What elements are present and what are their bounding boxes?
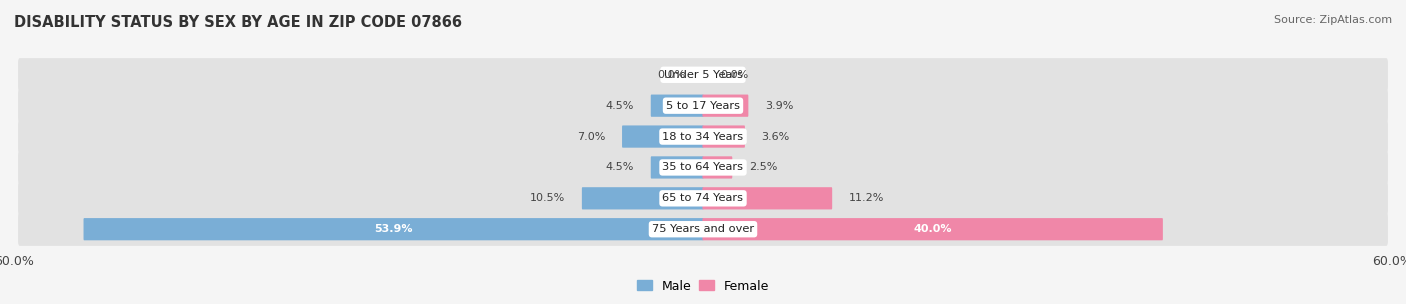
FancyBboxPatch shape — [703, 187, 832, 209]
FancyBboxPatch shape — [703, 156, 733, 178]
FancyBboxPatch shape — [651, 95, 703, 117]
Text: 10.5%: 10.5% — [530, 193, 565, 203]
Text: 2.5%: 2.5% — [749, 162, 778, 172]
Text: 11.2%: 11.2% — [849, 193, 884, 203]
FancyBboxPatch shape — [18, 212, 1388, 246]
Text: 75 Years and over: 75 Years and over — [652, 224, 754, 234]
Text: 53.9%: 53.9% — [374, 224, 413, 234]
Text: Source: ZipAtlas.com: Source: ZipAtlas.com — [1274, 15, 1392, 25]
Legend: Male, Female: Male, Female — [631, 275, 775, 298]
Text: 40.0%: 40.0% — [914, 224, 952, 234]
FancyBboxPatch shape — [582, 187, 703, 209]
Text: 0.0%: 0.0% — [658, 70, 686, 80]
Text: 18 to 34 Years: 18 to 34 Years — [662, 132, 744, 142]
Text: 4.5%: 4.5% — [606, 162, 634, 172]
FancyBboxPatch shape — [18, 120, 1388, 153]
FancyBboxPatch shape — [18, 151, 1388, 184]
FancyBboxPatch shape — [18, 89, 1388, 122]
FancyBboxPatch shape — [703, 218, 1163, 240]
FancyBboxPatch shape — [83, 218, 703, 240]
FancyBboxPatch shape — [703, 95, 748, 117]
Text: 5 to 17 Years: 5 to 17 Years — [666, 101, 740, 111]
Text: 35 to 64 Years: 35 to 64 Years — [662, 162, 744, 172]
Text: 65 to 74 Years: 65 to 74 Years — [662, 193, 744, 203]
Text: 3.9%: 3.9% — [765, 101, 793, 111]
Text: 7.0%: 7.0% — [576, 132, 606, 142]
Text: 0.0%: 0.0% — [720, 70, 748, 80]
Text: Under 5 Years: Under 5 Years — [664, 70, 742, 80]
FancyBboxPatch shape — [703, 126, 745, 148]
FancyBboxPatch shape — [651, 156, 703, 178]
FancyBboxPatch shape — [621, 126, 703, 148]
Text: DISABILITY STATUS BY SEX BY AGE IN ZIP CODE 07866: DISABILITY STATUS BY SEX BY AGE IN ZIP C… — [14, 15, 463, 30]
FancyBboxPatch shape — [18, 58, 1388, 92]
Text: 3.6%: 3.6% — [762, 132, 790, 142]
Text: 4.5%: 4.5% — [606, 101, 634, 111]
FancyBboxPatch shape — [18, 182, 1388, 215]
